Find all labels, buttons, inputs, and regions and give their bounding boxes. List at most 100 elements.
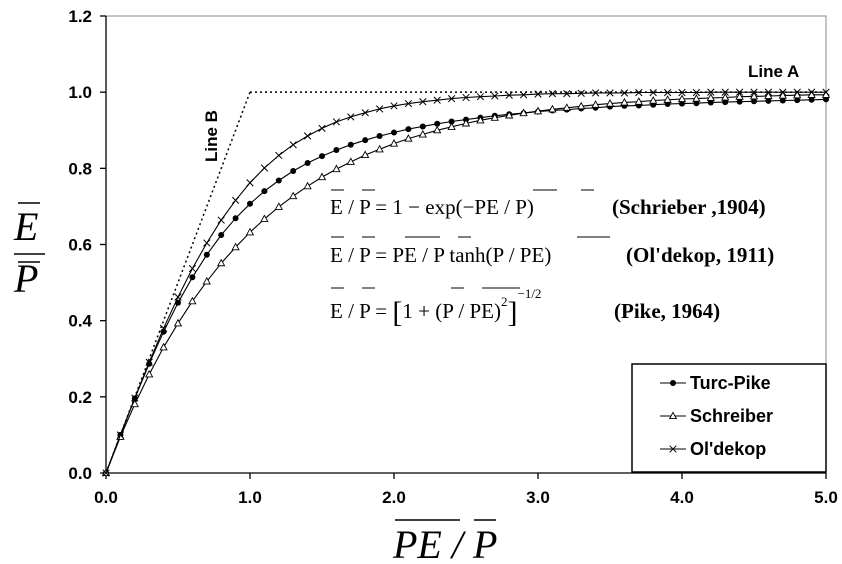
data-point-ol-dekop xyxy=(217,216,225,224)
data-point-turc-pike xyxy=(319,153,325,160)
equation-pike-formula: E / P = [1 + (P / PE)2]−1/2 xyxy=(330,286,541,329)
y-tick-label: 1.0 xyxy=(68,83,92,102)
data-point-schreiber xyxy=(260,214,269,223)
data-point-schreiber xyxy=(145,369,154,378)
data-point-ol-dekop xyxy=(231,196,240,204)
data-point-ol-dekop xyxy=(735,88,744,96)
data-point-schreiber xyxy=(173,318,183,327)
data-point-ol-dekop xyxy=(750,88,758,96)
data-point-turc-pike xyxy=(405,126,412,133)
data-point-turc-pike xyxy=(434,120,441,127)
data-point-ol-dekop xyxy=(505,91,513,99)
data-point-ol-dekop xyxy=(145,358,153,366)
data-point-schreiber xyxy=(663,95,672,103)
equation-schreiber: E / P = 1 − exp(−PE / P) (Schrieber ,190… xyxy=(330,189,766,219)
data-point-schreiber xyxy=(202,276,211,285)
data-point-ol-dekop xyxy=(131,394,139,402)
legend-marker-schreiber xyxy=(668,411,678,420)
data-point-ol-dekop xyxy=(692,88,701,97)
data-point-schreiber xyxy=(404,134,413,142)
data-point-ol-dekop xyxy=(779,88,787,96)
data-point-turc-pike xyxy=(391,129,397,136)
legend-marker-ol-dekop xyxy=(669,445,677,453)
data-point-ol-dekop xyxy=(822,88,830,96)
y-axis-label: E P xyxy=(13,202,45,301)
legend-label-schreiber: Schreiber xyxy=(690,406,773,426)
data-point-ol-dekop xyxy=(102,469,110,477)
y-tick-label: 0.0 xyxy=(68,464,92,483)
data-point-turc-pike xyxy=(693,100,700,107)
data-point-ol-dekop xyxy=(606,89,614,97)
x-axis-label-text: PE / P xyxy=(392,522,497,564)
data-point-ol-dekop xyxy=(476,93,485,101)
data-point-turc-pike xyxy=(304,160,311,167)
data-point-schreiber xyxy=(519,108,528,117)
data-point-turc-pike xyxy=(823,96,829,103)
data-point-ol-dekop xyxy=(591,89,600,97)
data-point-turc-pike xyxy=(722,99,729,106)
data-point-turc-pike xyxy=(290,167,297,174)
data-point-ol-dekop xyxy=(275,151,283,160)
data-point-turc-pike xyxy=(376,132,383,139)
data-point-ol-dekop xyxy=(519,91,528,99)
legend-label-turc-pike: Turc-Pike xyxy=(690,373,771,393)
data-point-schreiber xyxy=(634,97,643,105)
data-point-turc-pike xyxy=(779,97,786,104)
data-point-schreiber xyxy=(505,110,514,119)
data-point-turc-pike xyxy=(794,97,801,104)
y-tick-label: 0.8 xyxy=(68,159,92,178)
data-point-schreiber xyxy=(289,191,298,200)
data-point-turc-pike xyxy=(275,177,282,184)
data-point-schreiber xyxy=(677,94,687,103)
data-point-schreiber xyxy=(620,97,629,106)
y-axis-label-numerator: E xyxy=(13,204,38,249)
data-point-schreiber xyxy=(461,118,471,127)
data-point-schreiber xyxy=(562,103,571,111)
data-point-ol-dekop xyxy=(433,96,441,104)
data-point-schreiber xyxy=(447,122,456,130)
data-point-schreiber xyxy=(332,164,341,173)
data-point-ol-dekop xyxy=(361,109,369,117)
y-tick-label: 0.4 xyxy=(68,312,92,331)
data-point-ol-dekop xyxy=(663,88,672,97)
data-point-schreiber xyxy=(346,157,355,165)
line-b-label: Line B xyxy=(202,110,221,162)
x-tick-label: 5.0 xyxy=(814,488,838,507)
data-point-turc-pike xyxy=(751,98,757,105)
data-point-schreiber xyxy=(303,181,312,190)
equation-pike-citation: (Pike, 1964) xyxy=(614,299,720,323)
series-ol-dekop xyxy=(102,88,830,477)
data-point-ol-dekop xyxy=(203,239,211,247)
data-point-ol-dekop xyxy=(807,88,816,96)
y-tick-label: 1.2 xyxy=(68,7,92,26)
data-point-ol-dekop xyxy=(246,179,254,187)
data-point-ol-dekop xyxy=(159,324,168,332)
data-point-ol-dekop xyxy=(793,88,801,96)
data-point-schreiber xyxy=(533,106,543,115)
data-point-ol-dekop xyxy=(548,90,557,98)
data-point-schreiber xyxy=(433,125,442,134)
data-point-schreiber xyxy=(649,96,658,104)
data-point-ol-dekop xyxy=(721,88,729,96)
data-point-schreiber xyxy=(548,104,557,113)
data-point-ol-dekop xyxy=(404,99,413,108)
data-point-schreiber xyxy=(418,129,427,138)
data-point-ol-dekop xyxy=(577,89,585,97)
data-point-ol-dekop xyxy=(303,132,312,140)
legend-marker-turc-pike xyxy=(670,380,676,386)
data-point-ol-dekop xyxy=(390,102,398,110)
data-point-turc-pike xyxy=(218,231,225,238)
data-point-schreiber xyxy=(188,296,197,305)
x-tick-label: 4.0 xyxy=(670,488,694,507)
data-point-turc-pike xyxy=(765,97,772,104)
y-tick-label: 0.6 xyxy=(68,236,92,255)
data-point-ol-dekop xyxy=(534,90,542,98)
data-point-schreiber xyxy=(721,92,730,101)
data-point-schreiber xyxy=(778,91,787,99)
equation-oldekop-citation: (Ol'dekop, 1911) xyxy=(626,243,774,267)
data-point-schreiber xyxy=(735,92,744,100)
data-point-turc-pike xyxy=(448,118,455,125)
data-point-ol-dekop xyxy=(419,98,427,106)
data-point-ol-dekop xyxy=(347,113,355,121)
data-point-schreiber xyxy=(375,144,384,153)
